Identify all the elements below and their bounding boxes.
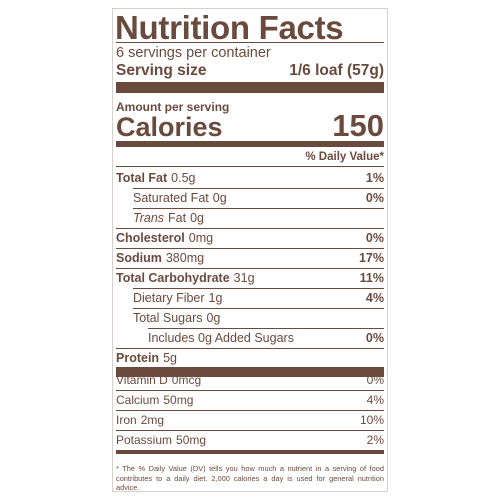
vitamin-name: Potassium	[116, 433, 173, 447]
nutrient-name: Total Carbohydrate	[116, 270, 230, 285]
rule	[116, 42, 384, 43]
rule	[116, 367, 384, 377]
nutrient-name-italic: Trans	[133, 210, 165, 225]
calories-label: Calories	[116, 111, 223, 142]
nutrient-dv: 11%	[359, 270, 384, 285]
title: Nutrition Facts	[115, 8, 344, 46]
nutrient-amount: 0mg	[188, 230, 214, 245]
nutrient-dv: 17%	[358, 250, 384, 265]
nutrient-name: Total Fat	[116, 170, 168, 185]
vitamin-amount: 50mg	[163, 393, 194, 407]
nutrient-name: Protein	[116, 350, 160, 365]
vitamin-name: Vitamin D	[116, 373, 168, 387]
rule	[116, 228, 384, 229]
nutrient-amount: 0g	[190, 210, 204, 225]
daily-value-header: % Daily Value*	[305, 151, 384, 164]
vitamin-amount: 50mg	[176, 433, 207, 447]
nutrition-label	[112, 8, 388, 492]
rule	[133, 188, 384, 189]
rule	[116, 82, 384, 93]
nutrient-name: Dietary Fiber	[133, 290, 205, 305]
nutrient-name: Total Sugars	[133, 310, 203, 325]
vitamin-amount: 2mg	[140, 413, 165, 427]
nutrient-amount: 380mg	[165, 250, 205, 265]
rule	[116, 430, 384, 431]
servings: 6 servings per container	[116, 44, 271, 61]
rule	[116, 390, 384, 391]
nutrient-amount: 31g	[233, 270, 255, 285]
nutrient-name: Includes 0g Added Sugars	[148, 330, 294, 345]
vitamin-dv: 10%	[359, 413, 384, 427]
rule	[148, 328, 384, 329]
nutrient-dv: 0%	[365, 230, 384, 245]
vitamin-amount: 0mcg	[171, 373, 202, 387]
nutrient-amount: 0g	[212, 190, 227, 205]
nutrient-amount: 1g	[208, 290, 223, 305]
vitamin-dv: 2%	[366, 433, 384, 447]
nutrient-dv: 4%	[365, 290, 384, 305]
serving-size-label: Serving size	[116, 62, 207, 80]
rule	[116, 248, 384, 249]
nutrient-amount: 0g	[206, 310, 221, 325]
rule	[133, 308, 384, 309]
serving-size-value: 1/6 loaf (57g)	[289, 62, 384, 80]
rule	[116, 166, 384, 167]
rule	[133, 208, 384, 209]
nutrient-name: Cholesterol	[116, 230, 185, 245]
rule	[116, 410, 384, 411]
footnote: * The % Daily Value (DV) tells you how m…	[116, 464, 384, 493]
nutrient-name: Saturated Fat	[133, 190, 209, 205]
nutrient-dv: 1%	[365, 170, 384, 185]
nutrient-amount: 5g	[163, 350, 177, 365]
nutrient-dv: 0%	[365, 330, 384, 345]
nutrient-amount: 0.5g	[171, 170, 196, 185]
rule	[116, 450, 384, 454]
rule	[116, 268, 384, 269]
rule	[116, 141, 384, 147]
amount-per-serving: Amount per serving	[116, 100, 230, 114]
vitamin-name: Iron	[116, 413, 137, 427]
nutrient-name: Fat	[168, 210, 187, 225]
vitamin-dv: 4%	[366, 393, 384, 407]
vitamin-name: Calcium	[116, 393, 160, 407]
nutrient-name: Sodium	[116, 250, 162, 265]
nutrient-dv: 0%	[365, 190, 384, 205]
calories-value: 150	[332, 107, 384, 143]
vitamin-dv: 0%	[366, 373, 384, 387]
rule	[133, 288, 384, 289]
rule	[116, 348, 384, 349]
